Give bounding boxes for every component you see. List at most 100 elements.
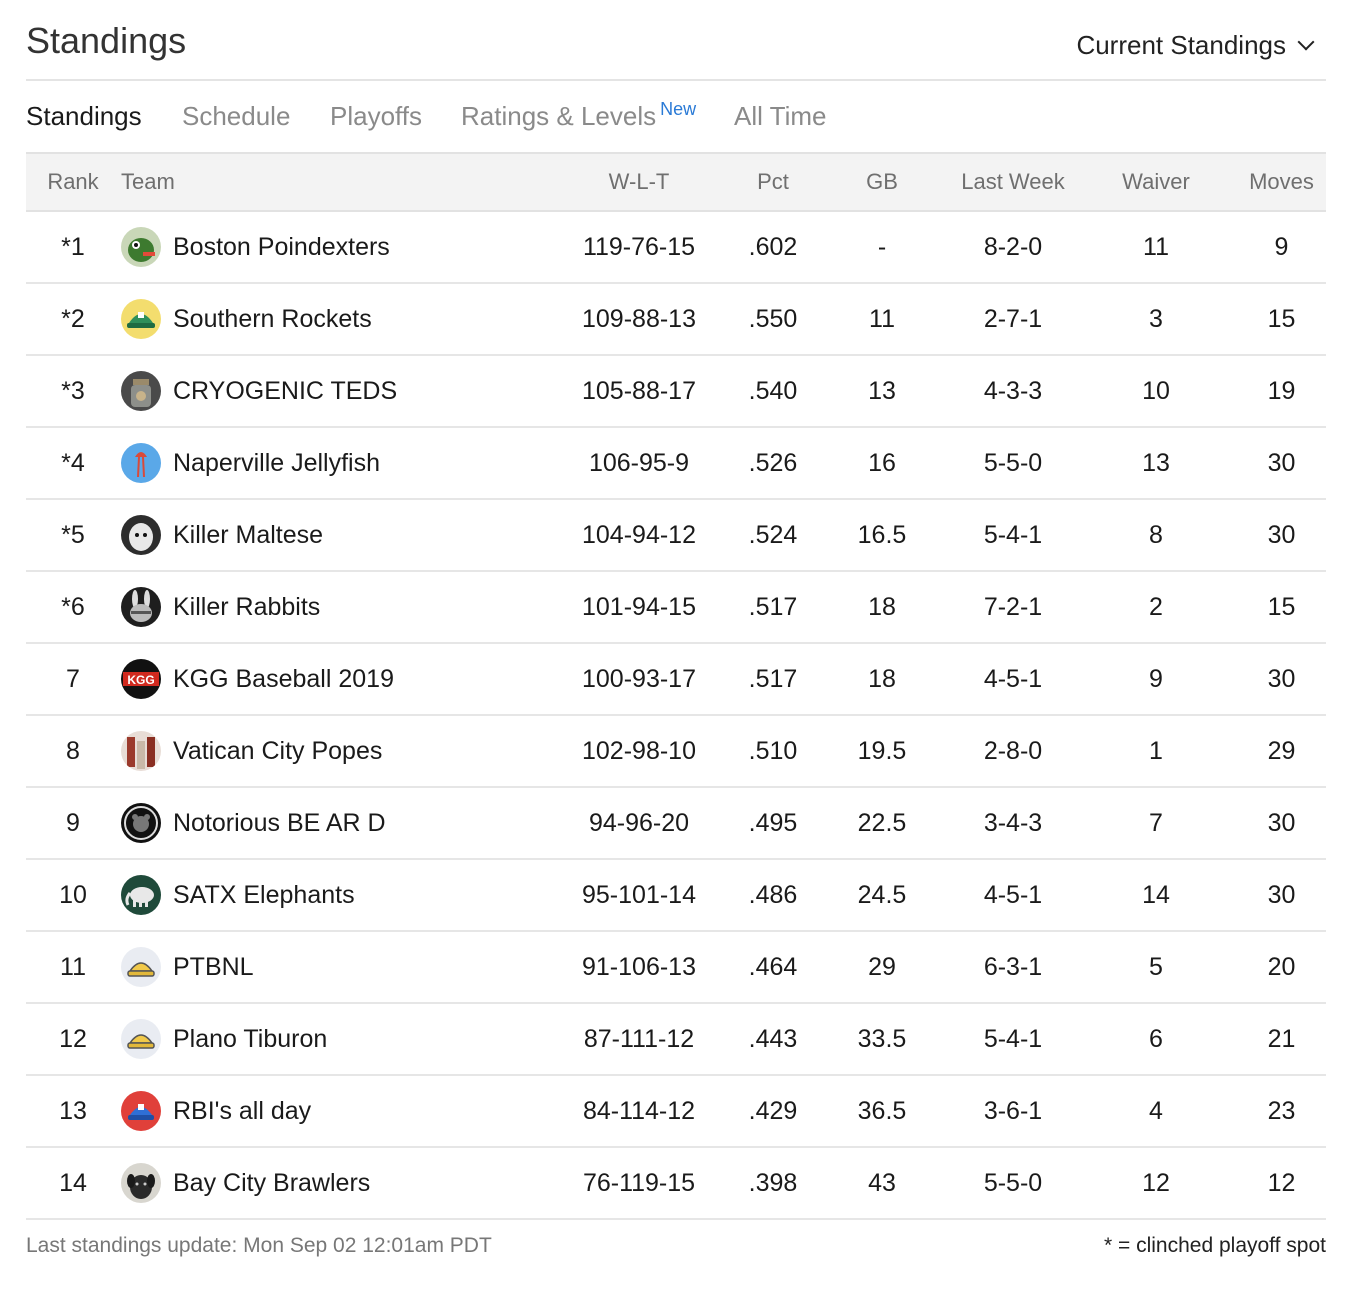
wlt-cell: 106-95-9 <box>588 448 690 477</box>
svg-text:KGG: KGG <box>127 673 154 687</box>
team-logo-icon[interactable] <box>121 875 161 915</box>
tab-playoffs[interactable]: Playoffs <box>330 101 423 131</box>
last-update-text: Last standings update: Mon Sep 02 12:01a… <box>26 1234 492 1257</box>
last-week-cell: 7-2-1 <box>983 592 1043 621</box>
team-cell: Killer Maltese <box>120 499 545 571</box>
table-row: 14 Bay City Brawlers 76-119-15 .398 43 5-5-0 1… <box>26 1147 1326 1219</box>
team-logo-icon[interactable] <box>121 1019 161 1059</box>
team-logo-icon[interactable] <box>121 587 161 627</box>
moves-cell: 30 <box>1267 880 1296 909</box>
table-row: 13 RBI's all day 84-114-12 .429 36.5 3-6-1 4 23 <box>26 1075 1326 1147</box>
table-row: 9 Notorious BE AR D 94-96-20 .495 22.5 3-4-3 7… <box>26 787 1326 859</box>
team-name-link[interactable]: KGG Baseball 2019 <box>173 664 394 693</box>
waiver-cell: 13 <box>1142 448 1170 477</box>
last-week-cell: 5-5-0 <box>983 448 1043 477</box>
wlt-cell: 87-111-12 <box>583 1024 695 1053</box>
team-logo-icon[interactable] <box>121 515 161 555</box>
moves-cell: 15 <box>1267 304 1296 333</box>
team-name-link[interactable]: Notorious BE AR D <box>173 808 386 837</box>
tab-schedule[interactable]: Schedule <box>182 101 291 131</box>
gb-cell: 16.5 <box>857 520 907 549</box>
team-logo-icon[interactable] <box>121 299 161 339</box>
team-cell: Notorious BE AR D <box>120 787 545 859</box>
wlt-cell: 101-94-15 <box>582 592 696 621</box>
team-name-link[interactable]: Vatican City Popes <box>173 736 383 765</box>
last-week-cell: 2-7-1 <box>983 304 1043 333</box>
tab-ratings-levels[interactable]: Ratings & Levels New <box>461 99 697 131</box>
moves-cell: 15 <box>1267 592 1296 621</box>
column-header-moves[interactable]: Moves <box>1237 152 1326 212</box>
team-cell: KGG KGG Baseball 2019 <box>120 643 545 715</box>
moves-cell: 30 <box>1267 808 1296 837</box>
team-logo-icon[interactable] <box>121 1163 161 1203</box>
rank-cell: 7 <box>66 664 80 693</box>
tab-standings[interactable]: Standings <box>26 101 142 131</box>
last-week-cell: 4-3-3 <box>983 376 1043 405</box>
moves-cell: 23 <box>1267 1096 1296 1125</box>
waiver-cell: 6 <box>1149 1024 1163 1053</box>
last-week-cell: 3-4-3 <box>983 808 1043 837</box>
rank-cell: 13 <box>59 1096 87 1125</box>
page-title: Standings <box>26 20 187 61</box>
team-logo-icon[interactable] <box>121 803 161 843</box>
team-name-link[interactable]: Naperville Jellyfish <box>173 448 381 477</box>
team-name-link[interactable]: RBI's all day <box>173 1096 312 1125</box>
column-header-gb[interactable]: GB <box>813 152 951 212</box>
waiver-cell: 9 <box>1149 664 1163 693</box>
column-header-team[interactable]: Team <box>120 152 545 212</box>
pct-cell: .517 <box>748 592 798 621</box>
table-header-row: Rank Team W-L-T Pct GB Last Week Waiver … <box>26 152 1326 212</box>
pct-cell: .540 <box>748 376 798 405</box>
column-header-wlt[interactable]: W-L-T <box>545 152 733 212</box>
waiver-cell: 10 <box>1142 376 1170 405</box>
team-cell: Vatican City Popes <box>120 715 545 787</box>
team-logo-icon[interactable] <box>121 371 161 411</box>
team-name-link[interactable]: Plano Tiburon <box>173 1024 328 1053</box>
last-week-cell: 4-5-1 <box>983 664 1043 693</box>
gb-cell: 36.5 <box>857 1096 907 1125</box>
team-logo-icon[interactable]: KGG <box>121 659 161 699</box>
table-row: 12 Plano Tiburon 87-111-12 .443 33.5 5-4-1 6 21 <box>26 1003 1326 1075</box>
rank-cell: 9 <box>66 808 80 837</box>
team-name-link[interactable]: Boston Poindexters <box>173 232 390 261</box>
pct-cell: .526 <box>748 448 798 477</box>
pct-cell: .486 <box>748 880 798 909</box>
team-cell: CRYOGENIC TEDS <box>120 355 545 427</box>
pct-cell: .550 <box>748 304 798 333</box>
standings-view-dropdown[interactable]: Current Standings <box>1076 30 1315 61</box>
team-logo-icon[interactable] <box>121 1091 161 1131</box>
team-name-link[interactable]: Southern Rockets <box>173 304 372 333</box>
moves-cell: 30 <box>1267 664 1296 693</box>
column-header-last-week[interactable]: Last Week <box>951 152 1075 212</box>
new-badge: New <box>660 99 697 119</box>
standings-footer: Last standings update: Mon Sep 02 12:01a… <box>26 1220 1326 1280</box>
wlt-cell: 100-93-17 <box>582 664 696 693</box>
team-name-link[interactable]: Bay City Brawlers <box>173 1168 371 1197</box>
gb-cell: 16 <box>868 448 896 477</box>
pct-cell: .443 <box>748 1024 798 1053</box>
team-logo-icon[interactable] <box>121 443 161 483</box>
last-week-cell: 5-4-1 <box>983 1024 1043 1053</box>
waiver-cell: 3 <box>1149 304 1163 333</box>
gb-cell: 33.5 <box>857 1024 907 1053</box>
team-logo-icon[interactable] <box>121 947 161 987</box>
wlt-cell: 94-96-20 <box>588 808 690 837</box>
team-name-link[interactable]: CRYOGENIC TEDS <box>173 376 398 405</box>
team-cell: Bay City Brawlers <box>120 1147 545 1219</box>
last-week-cell: 3-6-1 <box>983 1096 1043 1125</box>
team-logo-icon[interactable] <box>121 731 161 771</box>
team-name-link[interactable]: Killer Rabbits <box>173 592 321 621</box>
tab-all-time[interactable]: All Time <box>734 101 827 131</box>
team-logo-icon[interactable] <box>121 227 161 267</box>
team-name-link[interactable]: Killer Maltese <box>173 520 324 549</box>
rank-cell: *1 <box>61 232 85 261</box>
standings-table: Rank Team W-L-T Pct GB Last Week Waiver … <box>26 152 1326 1220</box>
wlt-cell: 102-98-10 <box>582 736 696 765</box>
clinched-legend: * = clinched playoff spot <box>1103 1234 1326 1257</box>
column-header-pct[interactable]: Pct <box>733 152 813 212</box>
team-name-link[interactable]: PTBNL <box>173 952 254 981</box>
column-header-rank[interactable]: Rank <box>26 152 120 212</box>
team-name-link[interactable]: SATX Elephants <box>173 880 355 909</box>
column-header-waiver[interactable]: Waiver <box>1075 152 1237 212</box>
waiver-cell: 12 <box>1142 1168 1170 1197</box>
